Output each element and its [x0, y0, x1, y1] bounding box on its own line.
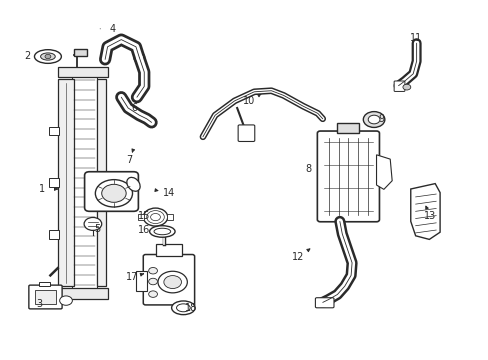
Ellipse shape	[176, 304, 190, 312]
Text: 10: 10	[243, 96, 255, 106]
Bar	[39, 282, 50, 286]
Bar	[58, 79, 74, 286]
Circle shape	[84, 217, 102, 230]
Text: 12: 12	[291, 252, 304, 262]
Circle shape	[148, 267, 157, 274]
FancyBboxPatch shape	[315, 298, 333, 308]
Text: 14: 14	[162, 188, 175, 198]
Text: 13: 13	[423, 211, 436, 221]
Text: 11: 11	[408, 33, 421, 43]
Circle shape	[363, 112, 384, 127]
Bar	[58, 288, 107, 299]
Bar	[337, 123, 359, 133]
Text: 6: 6	[131, 103, 137, 113]
FancyBboxPatch shape	[238, 125, 254, 141]
Bar	[49, 179, 59, 187]
Bar	[167, 214, 173, 220]
Ellipse shape	[41, 53, 55, 60]
Text: 9: 9	[378, 114, 384, 124]
Ellipse shape	[34, 50, 61, 63]
Text: 4: 4	[109, 24, 115, 34]
Bar	[138, 214, 143, 220]
Circle shape	[143, 208, 167, 226]
Ellipse shape	[149, 226, 175, 237]
Bar	[97, 79, 105, 286]
Circle shape	[45, 54, 51, 59]
Polygon shape	[376, 155, 391, 189]
Text: 16: 16	[138, 225, 150, 235]
FancyBboxPatch shape	[143, 255, 194, 305]
Circle shape	[367, 115, 379, 124]
Text: 15: 15	[138, 211, 150, 221]
Text: 18: 18	[184, 303, 197, 313]
Bar	[58, 67, 107, 77]
Text: 1: 1	[39, 184, 44, 194]
Circle shape	[402, 84, 410, 90]
FancyBboxPatch shape	[29, 285, 62, 309]
Bar	[35, 290, 56, 304]
Circle shape	[148, 278, 157, 285]
Bar	[72, 76, 97, 290]
Bar	[49, 230, 59, 239]
Ellipse shape	[171, 301, 195, 315]
Circle shape	[148, 291, 157, 297]
Ellipse shape	[154, 228, 170, 235]
Circle shape	[60, 296, 72, 305]
Bar	[155, 244, 182, 256]
Circle shape	[163, 276, 181, 289]
Bar	[136, 271, 146, 291]
FancyBboxPatch shape	[317, 131, 379, 222]
Text: 7: 7	[126, 155, 132, 165]
FancyBboxPatch shape	[84, 172, 138, 211]
Text: 17: 17	[125, 272, 138, 282]
Circle shape	[102, 184, 126, 202]
Text: 5: 5	[95, 224, 101, 234]
Circle shape	[95, 180, 132, 207]
Ellipse shape	[126, 177, 140, 191]
Text: 2: 2	[24, 51, 30, 61]
Text: 8: 8	[305, 164, 310, 174]
Bar	[74, 49, 87, 56]
Bar	[49, 127, 59, 135]
FancyBboxPatch shape	[393, 81, 404, 91]
Text: 3: 3	[36, 299, 42, 309]
Circle shape	[158, 271, 187, 293]
Polygon shape	[410, 184, 439, 239]
